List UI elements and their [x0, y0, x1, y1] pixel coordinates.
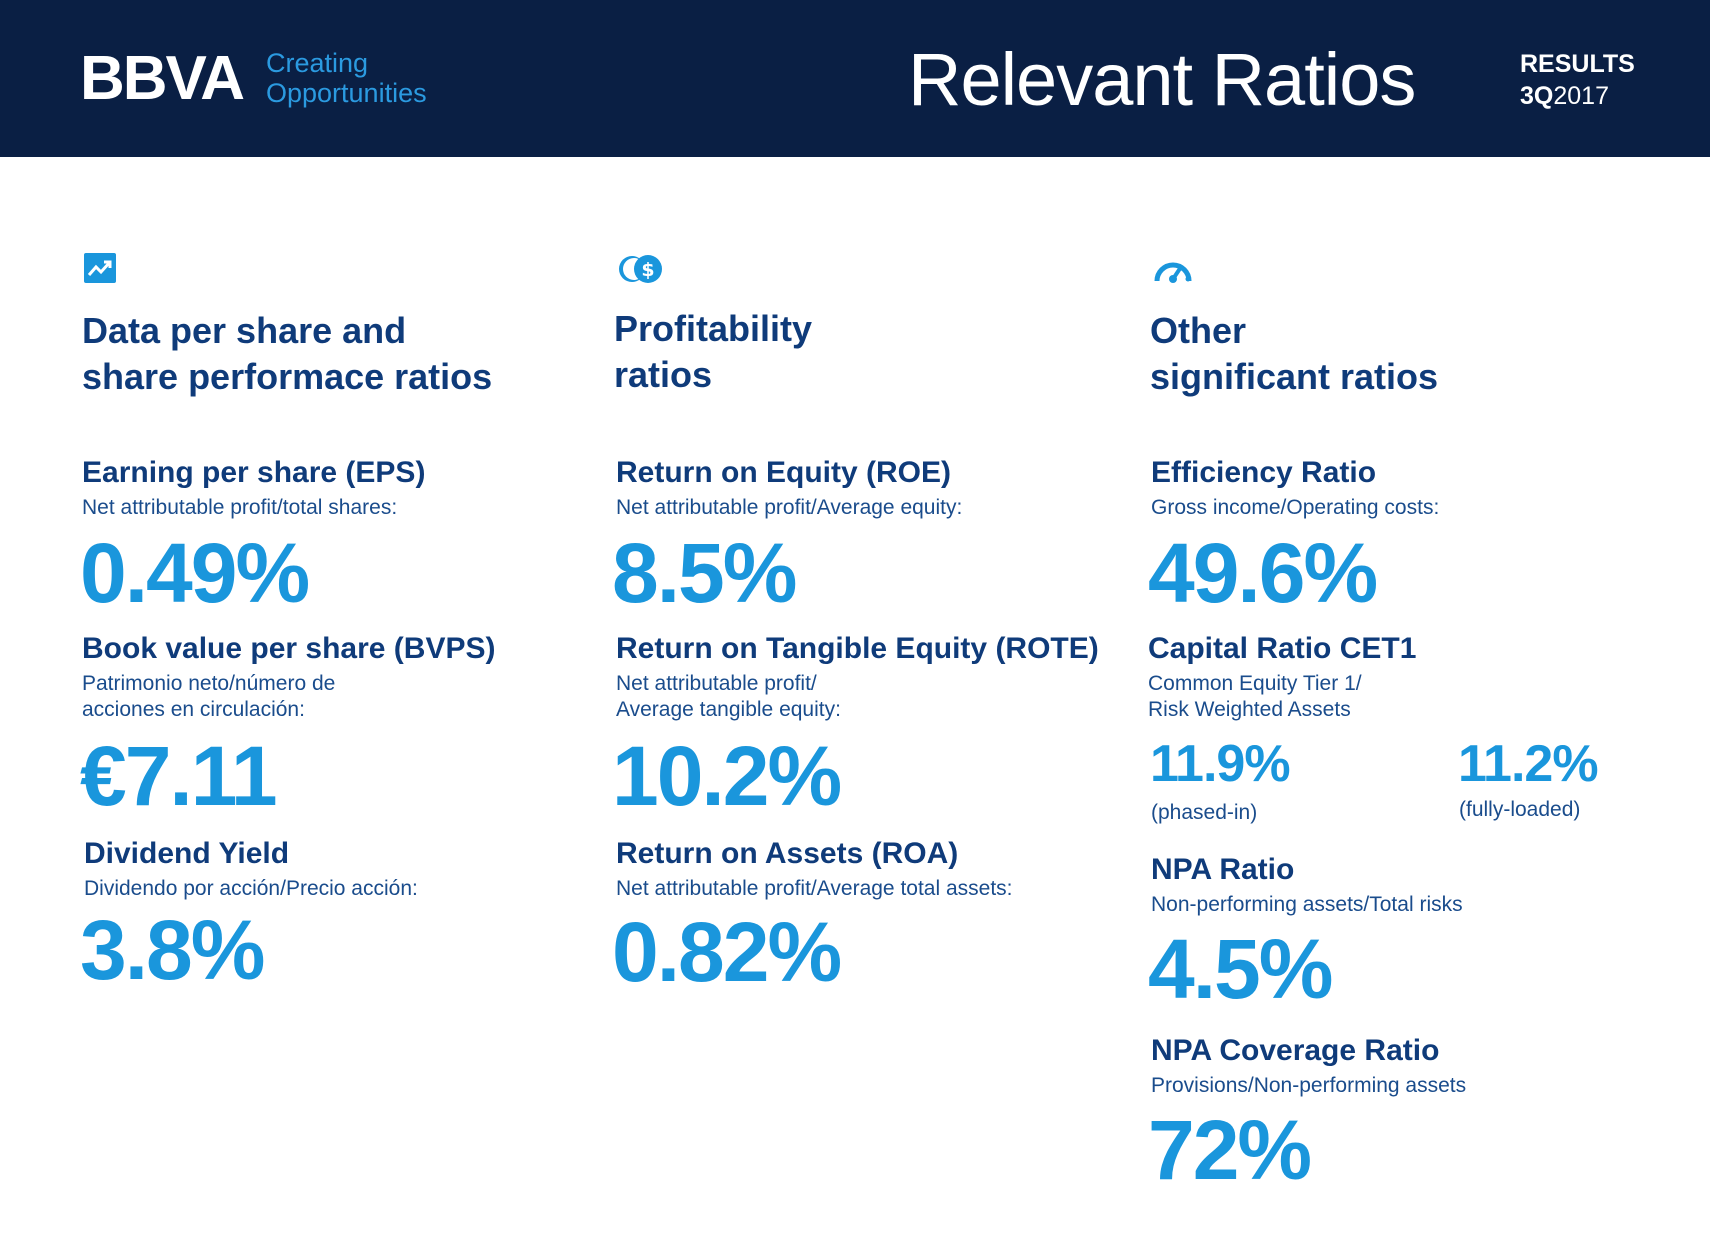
metric-subtitle-cet1-line1: Common Equity Tier 1/: [1148, 672, 1362, 695]
metric-title-efficiency: Efficiency Ratio: [1151, 456, 1377, 489]
results-label: RESULTS: [1520, 50, 1635, 78]
metric-subtitle-rote-line2: Average tangible equity:: [616, 698, 841, 721]
heading-line2: ratios: [614, 354, 713, 395]
bbva-logo: BBVA: [80, 44, 245, 113]
tagline-line1: Creating: [266, 48, 369, 78]
heading-line2: share performace ratios: [82, 356, 493, 397]
header-banner: BBVA Creating Opportunities Relevant Rat…: [0, 0, 1710, 157]
metric-value-npa-coverage: 72%: [1148, 1103, 1312, 1197]
metric-title-dividend: Dividend Yield: [84, 837, 290, 870]
metric-subtitle-rote-line1: Net attributable profit/: [616, 672, 817, 695]
page-title: Relevant Ratios: [908, 38, 1416, 121]
results-period: RESULTS 3Q2017: [1520, 48, 1635, 112]
metric-subtitle-cet1-line2: Risk Weighted Assets: [1148, 698, 1351, 721]
heading-line2: significant ratios: [1150, 356, 1439, 397]
metric-value-eps: 0.49%: [80, 526, 310, 620]
metric-title-eps: Earning per share (EPS): [82, 456, 426, 489]
metric-note-fully: (fully-loaded): [1459, 798, 1581, 821]
period-quarter: 3Q: [1520, 82, 1554, 110]
metric-subtitle-roa: Net attributable profit/Average total as…: [616, 877, 1013, 900]
metric-value-cet1-phased: 11.9%: [1150, 735, 1291, 793]
trend-chart-icon: [84, 253, 118, 287]
heading-line1: Data per share and: [82, 310, 407, 351]
metric-subtitle-bvps-line1: Patrimonio neto/número de: [82, 672, 336, 695]
svg-text:$: $: [641, 259, 654, 281]
metric-value-roe: 8.5%: [612, 526, 797, 620]
metric-subtitle-dividend: Dividendo por acción/Precio acción:: [84, 877, 418, 900]
metric-subtitle-efficiency: Gross income/Operating costs:: [1151, 496, 1440, 519]
metric-subtitle-bvps-line2: acciones en circulación:: [82, 698, 305, 721]
metric-subtitle-npa-coverage: Provisions/Non-performing assets: [1151, 1074, 1467, 1097]
metric-title-roa: Return on Assets (ROA): [616, 837, 959, 870]
tagline: Creating Opportunities: [266, 48, 427, 108]
speedometer-icon: [1153, 253, 1193, 287]
metric-title-npa-coverage: NPA Coverage Ratio: [1151, 1034, 1440, 1067]
metric-value-npa: 4.5%: [1148, 922, 1333, 1016]
metric-value-rote: 10.2%: [612, 729, 842, 823]
metric-subtitle-eps: Net attributable profit/total shares:: [82, 496, 398, 519]
coins-dollar-icon: $: [618, 253, 666, 287]
metric-value-bvps: €7.11: [80, 729, 278, 823]
metric-value-dividend: 3.8%: [80, 903, 265, 997]
metric-value-efficiency: 49.6%: [1148, 526, 1378, 620]
section-heading: Other significant ratios: [1150, 308, 1438, 400]
metric-title-bvps: Book value per share (BVPS): [82, 632, 496, 665]
metric-title-cet1: Capital Ratio CET1: [1148, 632, 1417, 665]
period-year: 2017: [1553, 82, 1609, 110]
metric-note-phased: (phased-in): [1151, 801, 1258, 824]
heading-line1: Profitability: [614, 308, 813, 349]
section-heading: Data per share and share performace rati…: [82, 308, 492, 400]
metric-value-cet1-fully: 11.2%: [1458, 735, 1599, 793]
heading-line1: Other: [1150, 310, 1247, 351]
section-heading: Profitability ratios: [614, 306, 812, 398]
metric-title-roe: Return on Equity (ROE): [616, 456, 951, 489]
metric-subtitle-roe: Net attributable profit/Average equity:: [616, 496, 963, 519]
metric-title-npa: NPA Ratio: [1151, 853, 1295, 886]
period: 3Q2017: [1520, 80, 1635, 112]
metric-value-roa: 0.82%: [612, 905, 842, 999]
metric-subtitle-npa: Non-performing assets/Total risks: [1151, 893, 1463, 916]
tagline-line2: Opportunities: [266, 78, 427, 108]
metric-title-rote: Return on Tangible Equity (ROTE): [616, 632, 1099, 665]
